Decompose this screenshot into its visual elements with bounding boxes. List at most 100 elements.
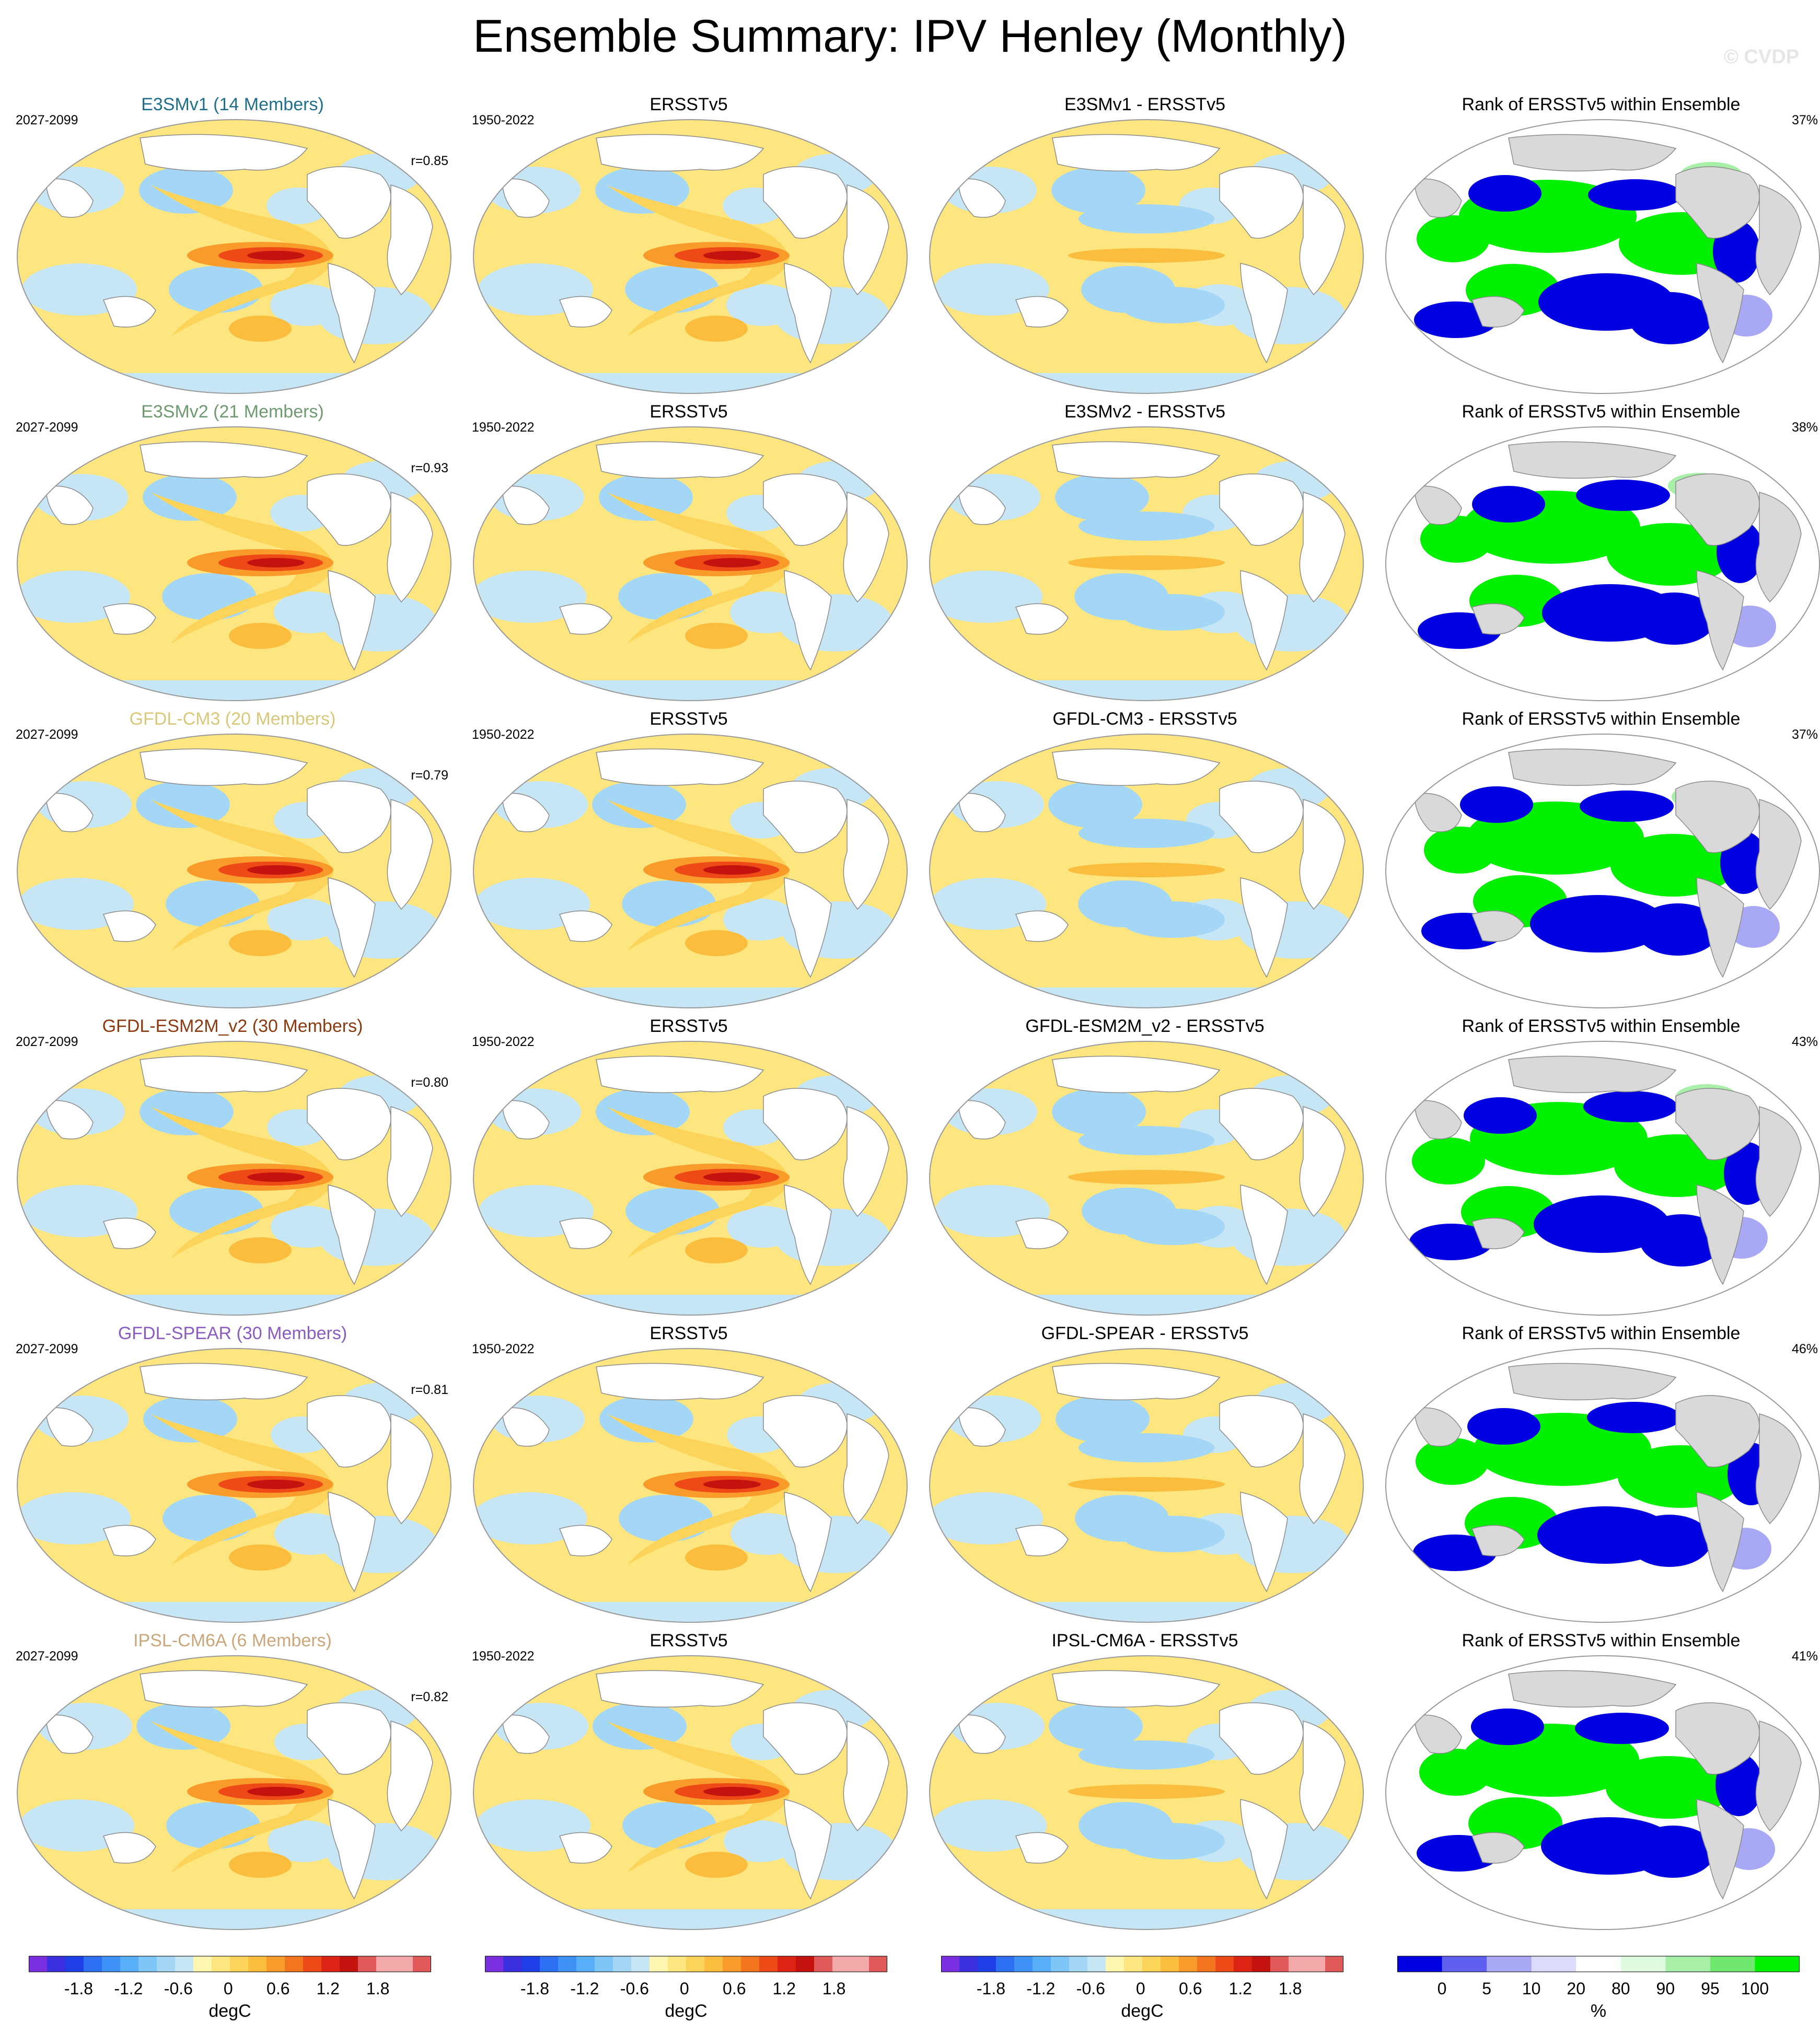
colorbar-swatch xyxy=(485,1956,504,1972)
colorbar-swatch xyxy=(1755,1956,1800,1972)
colorbar-swatch xyxy=(959,1956,978,1972)
colorbar-swatch xyxy=(941,1956,960,1972)
rank-percent: 43% xyxy=(1791,1035,1818,1049)
rank-percent: 46% xyxy=(1791,1342,1818,1356)
colorbar-swatch xyxy=(814,1956,833,1972)
colorbar-tick-label: -1.8 xyxy=(976,1979,1006,1998)
colorbar-swatch xyxy=(321,1956,340,1972)
panel-rank: Rank of ERSSTv5 within Ensemble 43% xyxy=(1374,1016,1820,1323)
rank-title: Rank of ERSSTv5 within Ensemble xyxy=(1462,95,1741,114)
colorbar-swatch xyxy=(631,1956,650,1972)
diff-title: IPSL-CM6A - ERSSTv5 xyxy=(1051,1631,1238,1651)
colorbar-swatch xyxy=(521,1956,540,1972)
obs-years: 1950-2022 xyxy=(472,1035,535,1049)
colorbar-swatch xyxy=(1069,1956,1088,1972)
colorbar-tick-label: 0.6 xyxy=(1179,1979,1202,1998)
model-years: 2027-2099 xyxy=(16,113,78,127)
colorbar-swatch xyxy=(358,1956,377,1972)
colorbar-swatch xyxy=(1325,1956,1343,1972)
model-title: IPSL-CM6A (6 Members) xyxy=(133,1631,332,1651)
panel-rank: Rank of ERSSTv5 within Ensemble 38% xyxy=(1374,401,1820,708)
colorbar-swatch xyxy=(1087,1956,1106,1972)
panel-model: GFDL-ESM2M_v2 (30 Members) 2027-2099 r=0.8… xyxy=(5,1016,460,1323)
colorbar-obs: degC -1.8 -1.2 -0.6 0 0.6 1.2 1.8 xyxy=(485,1954,887,2022)
model-map xyxy=(17,426,451,701)
colorbar-swatch xyxy=(212,1956,230,1972)
model-map xyxy=(17,119,451,394)
colorbar-tick-label: 1.8 xyxy=(822,1979,846,1998)
pattern-correlation: r=0.82 xyxy=(411,1690,448,1704)
rank-map xyxy=(1385,1655,1820,1930)
colorbar-swatch xyxy=(1270,1956,1289,1972)
colorbar-swatch xyxy=(413,1956,431,1972)
colorbar-tick-label: 90 xyxy=(1656,1979,1675,1998)
colorbar-swatch xyxy=(1161,1956,1179,1972)
diff-map xyxy=(929,426,1364,701)
colorbar-tick-label: 80 xyxy=(1611,1979,1630,1998)
colorbar-tick-label: -1.2 xyxy=(1026,1979,1056,1998)
colorbar-swatch xyxy=(851,1956,870,1972)
rank-title: Rank of ERSSTv5 within Ensemble xyxy=(1462,1016,1741,1036)
colorbar-swatch xyxy=(1710,1956,1755,1972)
pattern-correlation: r=0.79 xyxy=(411,768,448,783)
obs-map xyxy=(473,1655,908,1930)
colorbar-swatch xyxy=(1106,1956,1125,1972)
colorbar-swatch xyxy=(84,1956,102,1972)
obs-title: ERSSTv5 xyxy=(650,1323,728,1343)
colorbar-swatch xyxy=(395,1956,413,1972)
model-years: 2027-2099 xyxy=(16,727,78,742)
model-title: E3SMv2 (21 Members) xyxy=(141,402,324,422)
colorbar-swatch xyxy=(503,1956,522,1972)
panel-rank: Rank of ERSSTv5 within Ensemble 37% xyxy=(1374,708,1820,1016)
colorbar-swatch xyxy=(157,1956,176,1972)
obs-map xyxy=(473,119,908,394)
rank-map xyxy=(1385,119,1820,394)
colorbar-swatch xyxy=(102,1956,121,1972)
rank-map xyxy=(1385,1348,1820,1623)
colorbar-tick-label: 0 xyxy=(1135,1979,1145,1998)
diff-map xyxy=(929,1348,1364,1623)
colorbar-swatch xyxy=(138,1956,157,1972)
main-title: Ensemble Summary: IPV Henley (Monthly) xyxy=(473,10,1347,62)
colorbar-swatch xyxy=(1234,1956,1253,1972)
diff-title: GFDL-SPEAR - ERSSTv5 xyxy=(1041,1323,1249,1343)
colorbar-swatch xyxy=(1179,1956,1198,1972)
colorbar-tick-label: 1.2 xyxy=(1228,1979,1252,1998)
obs-years: 1950-2022 xyxy=(472,1649,535,1664)
rank-map xyxy=(1385,1041,1820,1316)
model-title: GFDL-SPEAR (30 Members) xyxy=(118,1323,347,1343)
diff-title: E3SMv1 - ERSSTv5 xyxy=(1064,95,1225,114)
colorbar-swatch xyxy=(29,1956,48,1972)
colorbar-swatch xyxy=(832,1956,851,1972)
colorbar-swatch xyxy=(576,1956,595,1972)
colorbar-swatch xyxy=(175,1956,194,1972)
colorbar-tick-label: 5 xyxy=(1482,1979,1492,1998)
colorbar-swatch xyxy=(376,1956,395,1972)
colorbar-swatch xyxy=(65,1956,84,1972)
colorbar-swatch xyxy=(285,1956,304,1972)
obs-title: ERSSTv5 xyxy=(650,1631,728,1651)
pattern-correlation: r=0.80 xyxy=(411,1075,448,1090)
panel-obs: ERSSTv5 1950-2022 xyxy=(461,708,916,1016)
obs-years: 1950-2022 xyxy=(472,113,535,127)
colorbar-tick-label: 10 xyxy=(1522,1979,1541,1998)
colorbar-swatch xyxy=(869,1956,887,1972)
colorbar-rank-swatches xyxy=(1397,1956,1800,1972)
obs-map xyxy=(473,734,908,1008)
panel-diff: GFDL-SPEAR - ERSSTv5 xyxy=(918,1323,1372,1630)
diff-map xyxy=(929,1041,1364,1316)
colorbar-swatch xyxy=(704,1956,723,1972)
panel-diff: IPSL-CM6A - ERSSTv5 xyxy=(918,1630,1372,1937)
model-title: GFDL-CM3 (20 Members) xyxy=(129,709,336,729)
obs-title: ERSSTv5 xyxy=(650,402,728,422)
pattern-correlation: r=0.93 xyxy=(411,461,448,475)
colorbar-tick-label: 20 xyxy=(1567,1979,1586,1998)
model-map xyxy=(17,1348,451,1623)
panel-obs: ERSSTv5 1950-2022 xyxy=(461,1630,916,1937)
colorbar-tick-label: 1.2 xyxy=(772,1979,796,1998)
colorbar-tick-label: -0.6 xyxy=(1076,1979,1105,1998)
colorbar-swatch xyxy=(978,1956,996,1972)
rank-percent: 41% xyxy=(1791,1649,1818,1664)
panel-obs: ERSSTv5 1950-2022 xyxy=(461,94,916,401)
obs-years: 1950-2022 xyxy=(472,420,535,435)
